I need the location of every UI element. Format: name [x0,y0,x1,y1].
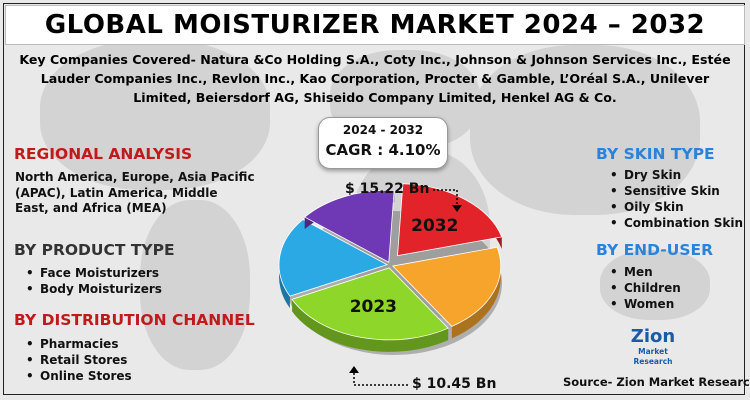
pie-slice-top [391,246,502,327]
product-type-list: Face Moisturizers Body Moisturizers [26,265,162,297]
key-companies-text: Key Companies Covered- Natura &Co Holdin… [19,52,731,105]
list-item: Children [610,280,681,296]
distribution-channel-list: Pharmacies Retail Stores Online Stores [26,336,132,384]
pie-slice-top [303,189,395,263]
cagr-years: 2024 - 2032 [342,123,424,137]
end-user-list: Men Children Women [610,264,681,312]
outer-frame [3,3,745,395]
list-item: Pharmacies [26,336,132,352]
logo-subtitle: Market Research [633,347,673,366]
annotation-lines [349,189,462,386]
arrowhead-2023 [349,366,359,373]
list-item: Women [610,296,681,312]
title-banner: GLOBAL MOISTURIZER MARKET 2024 – 2032 [5,5,745,45]
pie-slice-0 [397,183,503,257]
pie-slice-top [278,219,389,297]
product-type-title: BY PRODUCT TYPE [14,241,175,259]
pie-slice-top [397,183,503,257]
list-item: Body Moisturizers [26,281,162,297]
list-item: Oily Skin [610,199,743,215]
pie-slice-label: 2023 [350,297,397,317]
list-item: Combination Skin [610,215,743,231]
pie-slice-1 [391,246,502,339]
pie-slice-4 [303,189,395,263]
pie-slice-top [291,267,449,341]
list-item: Dry Skin [610,167,743,183]
source-text: Source- Zion Market Research [563,375,750,389]
cagr-box: 2024 - 2032 CAGR : 4.10% [318,117,448,169]
value-label-2032: $ 15.22 Bn [345,181,430,197]
list-item: Men [610,264,681,280]
annotation-line-2032 [433,189,458,207]
cagr-value: CAGR : 4.10% [325,141,441,159]
list-item: Online Stores [26,368,132,384]
pie-slice-side [451,247,501,339]
distribution-channel-title: BY DISTRIBUTION CHANNEL [14,311,255,329]
end-user-title: BY END-USER [596,241,714,259]
logo-name: Zion [630,326,676,347]
list-item: Sensitive Skin [610,183,743,199]
skin-type-title: BY SKIN TYPE [596,145,715,163]
pie-slice-2 [291,267,449,352]
annotation-line-2023 [353,373,410,386]
pie-chart: 2032 2023 [278,183,503,355]
skin-type-list: Dry Skin Sensitive Skin Oily Skin Combin… [610,167,743,231]
world-map-north-america [40,40,270,190]
zion-logo: Zion Market Research [618,326,688,367]
list-item: Retail Stores [26,352,132,368]
pie-slice-label: 2032 [411,216,458,236]
regional-analysis-title: REGIONAL ANALYSIS [14,145,193,163]
list-item: Face Moisturizers [26,265,162,281]
value-label-2023: $ 10.45 Bn [412,376,497,392]
pie-slice-3 [278,219,389,309]
regional-analysis-text: North America, Europe, Asia Pacific (APA… [15,170,255,215]
page-title: GLOBAL MOISTURIZER MARKET 2024 – 2032 [44,10,706,40]
arrowhead-2032 [452,205,462,212]
